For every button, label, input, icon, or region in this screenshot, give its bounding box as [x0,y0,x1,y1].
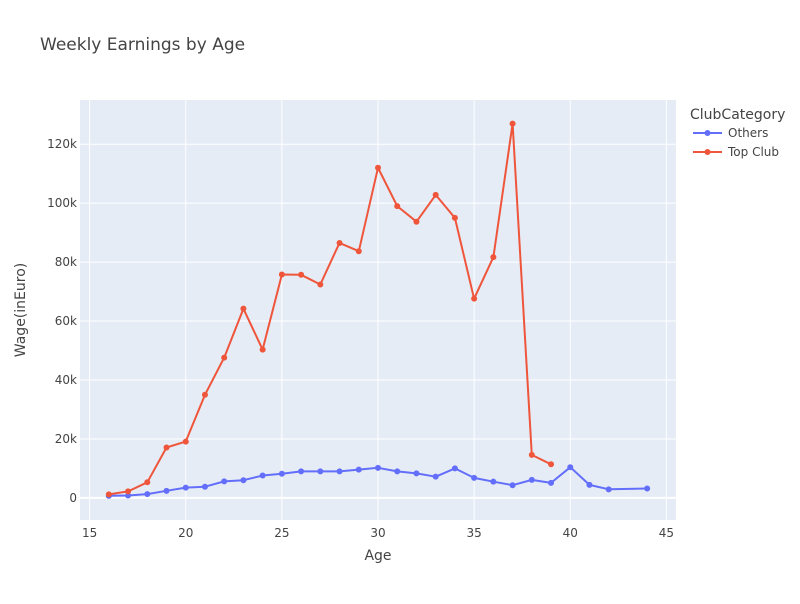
data-point-others [451,465,458,472]
data-point-others [586,481,593,488]
y-tick-label: 120k [47,137,77,151]
y-tick-label: 100k [47,196,77,210]
legend: ClubCategory Others Top Club [690,107,785,159]
data-point-top-club [375,164,381,171]
legend-swatch-marker [704,130,711,136]
data-point-others [182,484,189,491]
series-others [105,464,651,499]
y-tick-labels: 0 20k 40k 60k 80k 100k 120k [47,137,77,505]
series-layer [105,120,651,499]
data-point-others [394,468,401,475]
legend-item-top-club[interactable]: Top Club [693,145,779,159]
data-point-others [163,487,170,494]
x-tick-label: 15 [82,526,97,540]
legend-item-others[interactable]: Others [693,126,768,140]
data-point-top-club [182,438,189,445]
data-point-top-club [317,281,324,288]
data-point-top-club [490,254,497,261]
data-point-top-club [355,248,362,255]
data-point-others [298,468,305,475]
y-tick-label: 0 [69,491,77,505]
data-point-top-club [125,488,132,495]
data-point-others [259,472,266,479]
series-line-top-club [108,122,552,496]
series-line-others [108,466,648,497]
legend-title: ClubCategory [690,107,785,123]
legend-swatch-marker [704,149,711,155]
data-point-others [317,468,324,475]
data-point-top-club [298,271,305,278]
data-point-top-club [278,271,285,278]
data-point-top-club [201,391,208,398]
data-point-top-club [471,295,478,302]
y-tick-label: 80k [55,255,77,269]
data-point-others [413,470,420,477]
series-top-club [105,120,555,498]
x-tick-label: 45 [659,526,674,540]
data-point-others [509,482,516,489]
data-point-others [336,468,343,475]
y-tick-label: 40k [55,373,77,387]
data-point-others [432,473,439,480]
x-tick-label: 20 [178,526,193,540]
legend-items: Others Top Club [693,126,779,159]
data-point-top-club [336,239,343,246]
data-point-top-club [432,191,439,198]
data-point-top-club [528,451,535,458]
y-tick-label: 60k [55,314,77,328]
data-point-top-club [509,120,516,127]
data-point-top-club [451,214,458,221]
legend-item-label: Others [728,126,768,140]
data-point-others [375,464,381,471]
x-tick-label: 25 [274,526,289,540]
data-point-top-club [221,354,228,361]
x-tick-labels: 15 20 25 30 35 40 45 [82,526,674,540]
data-point-top-club [144,479,151,486]
data-point-top-club [394,203,401,210]
data-point-others [201,483,208,490]
x-tick-label: 40 [563,526,578,540]
data-point-others [355,466,362,473]
data-point-others [567,464,574,471]
data-point-others [221,478,228,485]
data-point-top-club [163,444,170,451]
data-point-others [548,479,555,486]
data-point-others [125,492,132,499]
data-point-others [240,477,247,484]
chart-title: Weekly Earnings by Age [40,35,245,55]
y-tick-label: 20k [55,432,77,446]
legend-item-label: Top Club [727,145,779,159]
x-tick-label: 30 [370,526,385,540]
data-point-others [490,478,497,485]
data-point-top-club [259,346,266,353]
data-point-top-club [548,461,555,468]
x-tick-label: 35 [466,526,481,540]
x-axis-label: Age [364,548,391,564]
grid-layer [80,100,676,520]
data-point-others [528,476,535,483]
data-point-top-club [240,305,247,312]
data-point-top-club [413,218,420,225]
data-point-others [605,486,612,493]
data-point-others [144,491,151,498]
y-axis-label: Wage(inEuro) [13,263,29,357]
data-point-others [644,485,651,492]
data-point-others [278,470,285,477]
data-point-others [471,474,478,481]
data-point-top-club [105,491,112,498]
